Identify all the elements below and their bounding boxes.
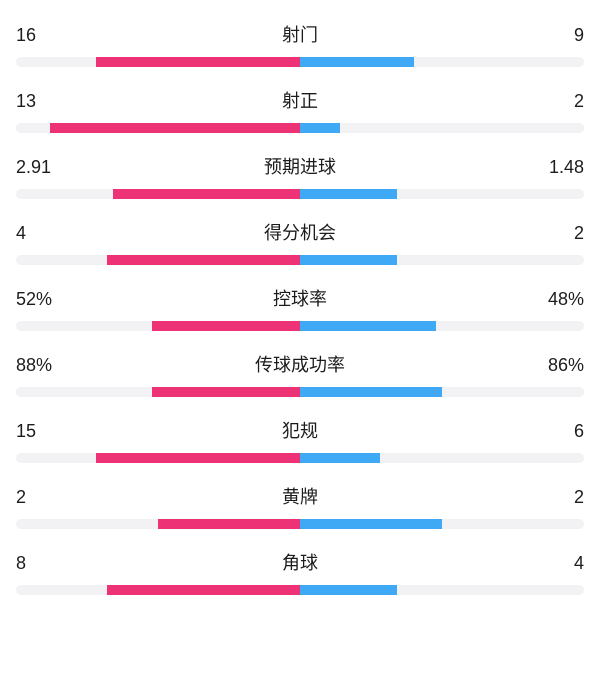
stat-row: 88%传球成功率86% (16, 351, 584, 397)
stat-label: 控球率 (76, 285, 524, 311)
stat-bar-right (300, 255, 397, 265)
stat-bar-left (107, 585, 300, 595)
stat-header: 13射正2 (16, 87, 584, 113)
stat-row: 2黄牌2 (16, 483, 584, 529)
stat-right-value: 6 (524, 421, 584, 442)
stat-right-value: 1.48 (524, 157, 584, 178)
stat-row: 52%控球率48% (16, 285, 584, 331)
stat-right-value: 9 (524, 25, 584, 46)
stat-left-value: 13 (16, 91, 76, 112)
stat-label: 传球成功率 (76, 351, 524, 377)
stat-header: 16射门9 (16, 21, 584, 47)
stat-bar-left (113, 189, 300, 199)
stat-bar-left (96, 453, 300, 463)
stat-bar-right (300, 453, 380, 463)
stat-bar-right (300, 57, 414, 67)
stat-header: 88%传球成功率86% (16, 351, 584, 377)
stat-header: 52%控球率48% (16, 285, 584, 311)
stat-header: 8角球4 (16, 549, 584, 575)
stat-right-value: 2 (524, 91, 584, 112)
stat-bar (16, 321, 584, 331)
stat-row: 15犯规6 (16, 417, 584, 463)
stat-row: 4得分机会2 (16, 219, 584, 265)
stat-row: 2.91预期进球1.48 (16, 153, 584, 199)
stat-bar-left (158, 519, 300, 529)
stat-row: 13射正2 (16, 87, 584, 133)
stat-bar (16, 57, 584, 67)
stat-header: 2黄牌2 (16, 483, 584, 509)
stat-left-value: 52% (16, 289, 76, 310)
stat-right-value: 2 (524, 487, 584, 508)
stat-bar (16, 585, 584, 595)
stat-bar-left (107, 255, 300, 265)
stat-bar-right (300, 387, 442, 397)
stat-right-value: 2 (524, 223, 584, 244)
stat-left-value: 16 (16, 25, 76, 46)
stat-label: 预期进球 (76, 153, 524, 179)
stat-row: 8角球4 (16, 549, 584, 595)
stat-right-value: 48% (524, 289, 584, 310)
stat-left-value: 2 (16, 487, 76, 508)
stat-left-value: 8 (16, 553, 76, 574)
stat-left-value: 88% (16, 355, 76, 376)
stat-bar-left (50, 123, 300, 133)
match-stats-list: 16射门913射正22.91预期进球1.484得分机会252%控球率48%88%… (16, 21, 584, 595)
stat-header: 2.91预期进球1.48 (16, 153, 584, 179)
stat-right-value: 4 (524, 553, 584, 574)
stat-label: 犯规 (76, 417, 524, 443)
stat-label: 射正 (76, 87, 524, 113)
stat-bar-left (96, 57, 300, 67)
stat-bar-right (300, 585, 397, 595)
stat-bar (16, 387, 584, 397)
stat-left-value: 4 (16, 223, 76, 244)
stat-header: 4得分机会2 (16, 219, 584, 245)
stat-bar-right (300, 123, 340, 133)
stat-bar (16, 519, 584, 529)
stat-bar (16, 255, 584, 265)
stat-left-value: 2.91 (16, 157, 76, 178)
stat-row: 16射门9 (16, 21, 584, 67)
stat-bar-right (300, 189, 397, 199)
stat-header: 15犯规6 (16, 417, 584, 443)
stat-bar (16, 453, 584, 463)
stat-right-value: 86% (524, 355, 584, 376)
stat-bar (16, 189, 584, 199)
stat-label: 角球 (76, 549, 524, 575)
stat-left-value: 15 (16, 421, 76, 442)
stat-bar-left (152, 387, 300, 397)
stat-bar-right (300, 321, 436, 331)
stat-label: 得分机会 (76, 219, 524, 245)
stat-bar-left (152, 321, 300, 331)
stat-label: 射门 (76, 21, 524, 47)
stat-bar-right (300, 519, 442, 529)
stat-bar (16, 123, 584, 133)
stat-label: 黄牌 (76, 483, 524, 509)
